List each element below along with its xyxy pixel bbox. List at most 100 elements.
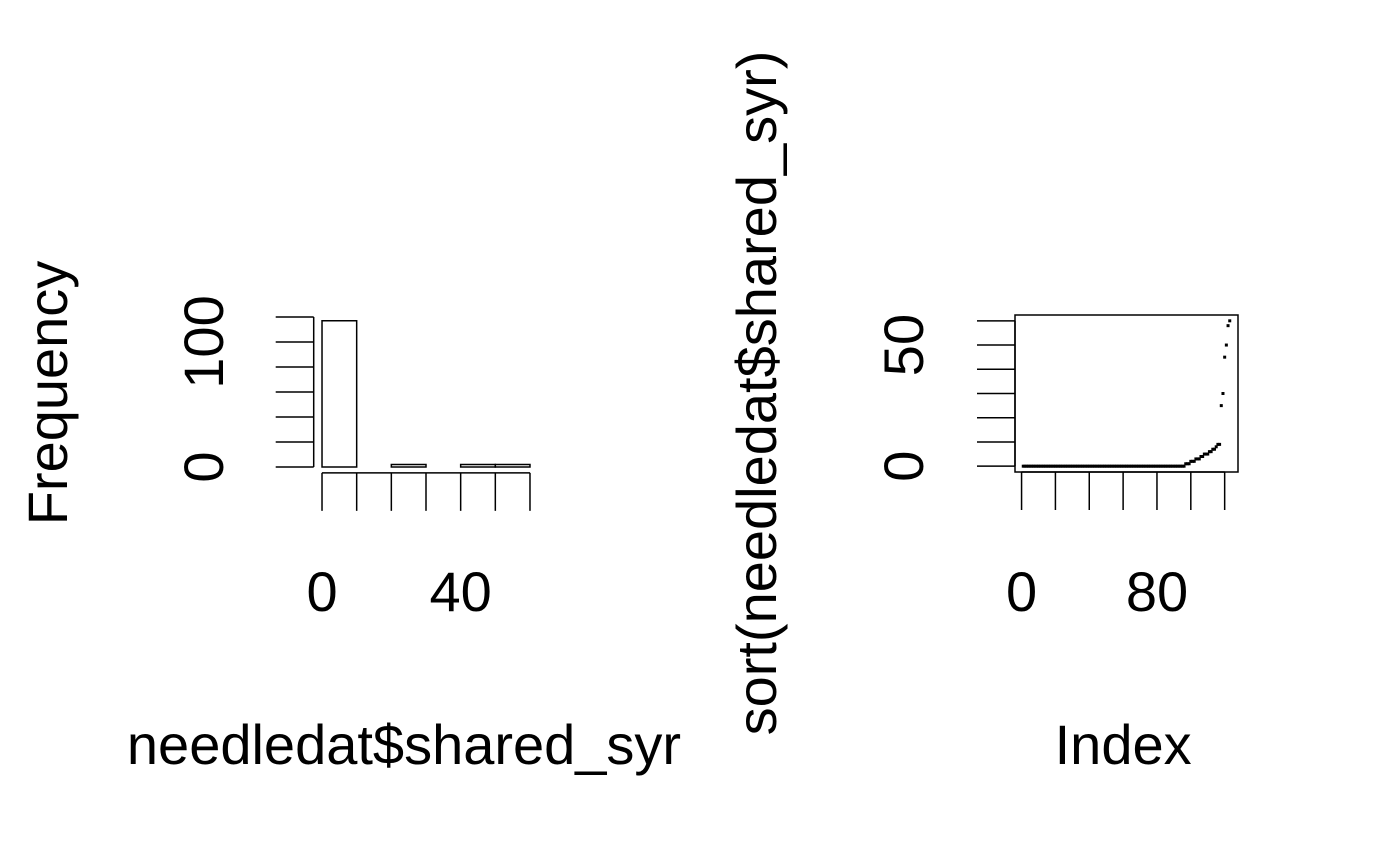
point (1207, 450, 1211, 454)
point (1130, 464, 1134, 468)
y-axis-label: sort(needledat$shared_syr) (725, 51, 788, 736)
point (1185, 462, 1189, 466)
point (1135, 464, 1139, 468)
point (1214, 445, 1218, 449)
point (1219, 404, 1223, 408)
x-tick-label: 40 (430, 560, 492, 623)
point (1058, 464, 1062, 468)
point (1069, 464, 1073, 468)
point (1118, 464, 1122, 468)
point (1023, 464, 1027, 468)
point (1108, 464, 1112, 468)
point (1209, 450, 1213, 454)
point (1202, 452, 1206, 456)
point (1040, 464, 1044, 468)
point (1191, 459, 1195, 463)
point (1087, 464, 1091, 468)
point (1160, 464, 1164, 468)
point (1204, 452, 1208, 456)
point (1133, 464, 1137, 468)
point (1125, 464, 1128, 468)
point (1143, 464, 1147, 468)
point (1148, 464, 1152, 468)
point (1201, 454, 1205, 458)
point (1055, 464, 1059, 468)
point (1113, 464, 1117, 468)
point (1097, 464, 1101, 468)
point (1131, 464, 1135, 468)
point (1121, 464, 1125, 468)
point (1099, 464, 1103, 468)
point (1138, 464, 1142, 468)
point (1064, 464, 1068, 468)
point (1170, 464, 1174, 468)
point (1101, 464, 1105, 468)
point (1030, 464, 1034, 468)
point (1197, 457, 1201, 461)
point (1136, 464, 1140, 468)
point (1106, 464, 1110, 468)
point (1169, 464, 1173, 468)
point (1119, 464, 1123, 468)
point (1025, 464, 1029, 468)
point (1080, 464, 1084, 468)
point (1084, 464, 1088, 468)
point (1163, 464, 1167, 468)
point (1053, 464, 1057, 468)
point (1213, 447, 1217, 451)
point (1114, 464, 1118, 468)
point (1111, 464, 1115, 468)
y-tick-label: 50 (872, 314, 935, 376)
point (1062, 464, 1066, 468)
point (1141, 464, 1145, 468)
point (1074, 464, 1078, 468)
point (1221, 392, 1225, 395)
point (1057, 464, 1061, 468)
point (1026, 464, 1030, 468)
point (1033, 464, 1037, 468)
point (1172, 464, 1176, 468)
point (1158, 464, 1162, 468)
histogram-bar (321, 320, 358, 468)
point (1091, 464, 1095, 468)
point (1216, 442, 1220, 446)
point (1094, 464, 1098, 468)
histogram-bar (390, 463, 427, 468)
y-axis-label: Frequency (16, 261, 79, 526)
x-tick-label: 0 (1006, 560, 1037, 623)
point (1192, 459, 1196, 463)
point (1165, 464, 1169, 468)
point (1157, 464, 1161, 468)
point (1036, 464, 1040, 468)
point (1196, 457, 1200, 461)
point (1175, 464, 1179, 468)
point (1126, 464, 1130, 468)
point (1102, 464, 1106, 468)
point (1228, 319, 1232, 323)
x-tick-label: 80 (1126, 560, 1188, 623)
point (1077, 464, 1081, 468)
point (1187, 462, 1191, 466)
point (1152, 464, 1156, 468)
point (1153, 464, 1157, 468)
point (1109, 464, 1113, 468)
point (1047, 464, 1051, 468)
point (1067, 464, 1071, 468)
point (1211, 447, 1215, 451)
point (1086, 464, 1090, 468)
point (1167, 464, 1171, 468)
point (1070, 464, 1074, 468)
point (1145, 464, 1149, 468)
y-tick-label: 0 (172, 451, 235, 482)
point (1089, 464, 1093, 468)
point (1147, 464, 1151, 468)
point (1184, 462, 1188, 466)
point (1031, 464, 1035, 468)
point (1028, 464, 1032, 468)
point (1096, 464, 1100, 468)
point (1199, 454, 1203, 458)
point (1162, 464, 1166, 468)
point (1079, 464, 1083, 468)
point (1174, 464, 1178, 468)
